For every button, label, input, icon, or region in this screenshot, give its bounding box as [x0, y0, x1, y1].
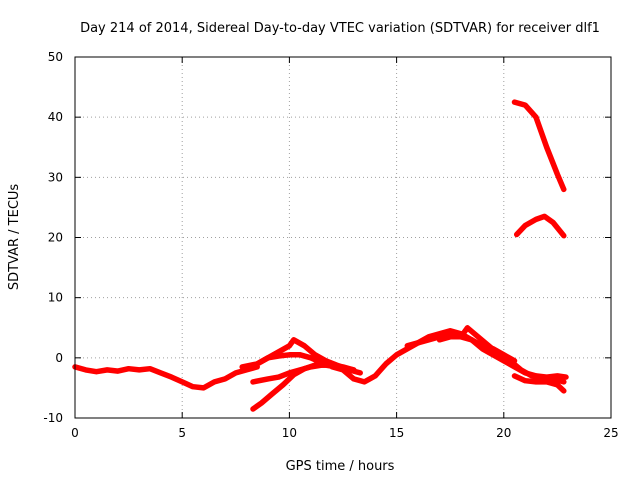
grid	[75, 57, 611, 418]
ticks	[74, 56, 612, 419]
y-tick-labels: -10 0 10 20 30 40 50	[43, 50, 63, 425]
x-tick-label: 20	[496, 426, 511, 440]
x-axis-label: GPS time / hours	[286, 459, 395, 474]
series-line-arc-11	[513, 213, 567, 239]
series-line-arc-5	[250, 362, 340, 412]
series-line-arc-8	[436, 325, 567, 385]
y-tick-label: 50	[48, 50, 63, 64]
y-axis-label: SDTVAR / TECUs	[7, 184, 22, 291]
y-tick-label: 20	[48, 231, 63, 245]
series-line-arc-7	[404, 328, 569, 380]
x-tick-label: 10	[282, 426, 297, 440]
series-layer	[72, 99, 569, 412]
y-tick-label: 30	[48, 170, 63, 184]
x-tick-label: 25	[603, 426, 618, 440]
y-tick-label: 40	[48, 110, 63, 124]
x-tick-label: 5	[178, 426, 186, 440]
series-line-arc-10	[511, 99, 567, 193]
x-tick-label: 0	[71, 426, 79, 440]
series-line-arc-1	[72, 364, 260, 391]
y-tick-label: 10	[48, 291, 63, 305]
chart-title: Day 214 of 2014, Sidereal Day-to-day VTE…	[80, 21, 600, 36]
x-tick-label: 15	[389, 426, 404, 440]
y-tick-label: -10	[43, 411, 63, 425]
x-tick-labels: 0 5 10 15 20 25	[71, 426, 618, 440]
y-tick-label: 0	[55, 351, 63, 365]
series-line-arc-9	[511, 373, 567, 394]
